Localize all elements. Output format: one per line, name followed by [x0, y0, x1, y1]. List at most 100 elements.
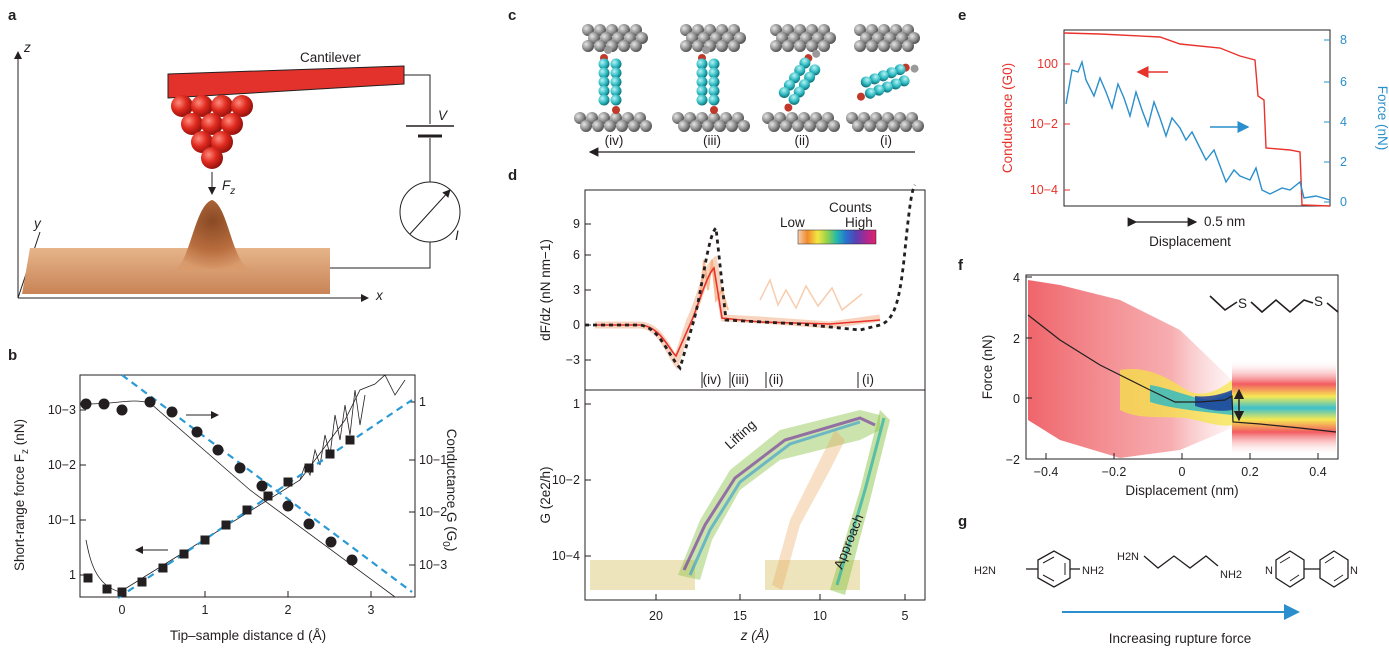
lifting-label: Lifting [722, 417, 759, 452]
panel-d-label: d [508, 167, 517, 184]
e-ytick-right-label: 8 [1340, 33, 1347, 47]
panel-c: c (iv) (iii) (ii) (i) [508, 7, 924, 157]
force-label: Fz [222, 178, 235, 197]
c-state-label: (ii) [795, 133, 810, 148]
junction-snapshot [846, 24, 924, 132]
force-point [234, 462, 246, 474]
c-state-label: (iii) [703, 133, 721, 148]
conductance-point [117, 587, 127, 597]
d-marker-label: (iii) [731, 372, 749, 387]
f-ytick-label: 0 [1013, 392, 1020, 406]
e-ytick-left-label: 100 [1037, 57, 1058, 71]
panel-c-label: c [508, 7, 516, 24]
current-label: I [455, 228, 459, 243]
colorbar-high: High [845, 215, 873, 230]
force-point [212, 444, 224, 456]
d-marker-label: (ii) [769, 372, 784, 387]
svg-text:NH2: NH2 [1220, 569, 1242, 581]
force-point [166, 406, 178, 418]
force-trace [1065, 59, 1331, 201]
g-molecule-3: N N [1265, 550, 1358, 588]
axis-x-label: x [375, 288, 384, 303]
plot-frame-d-bottom [584, 389, 926, 601]
sample-surface [22, 248, 330, 294]
conductance-point [345, 435, 355, 445]
f-xtick-label: −0.4 [1034, 465, 1059, 479]
conductance-point [102, 584, 112, 594]
svg-text:S: S [1314, 294, 1323, 309]
d-top-traces [585, 184, 917, 371]
circuit-wire-bottom [330, 242, 431, 269]
junction-snapshot [762, 24, 840, 132]
panel-f: f S S −0.4 −0.2 0 0.2 0.4 4 2 0 −2 Force (nN) Di… [958, 257, 1339, 498]
conductance-point [221, 520, 231, 530]
d-ytick-bottom-label: 10−2 [552, 473, 580, 487]
panel-e-label: e [958, 7, 966, 24]
f-xtick-label: 0 [1179, 465, 1186, 479]
e-ytick-right-label: 4 [1340, 115, 1347, 129]
d-bottom-cloud [590, 410, 890, 595]
conductance-point [304, 463, 314, 473]
e-ylabel-left: Conductance (G0) [1000, 63, 1015, 173]
e-ytick-right-label: 6 [1340, 75, 1347, 89]
voltage-label: V [438, 108, 449, 123]
c-state-label: (i) [880, 133, 892, 148]
svg-text:S: S [1238, 296, 1247, 311]
scale-label: 0.5 nm [1204, 214, 1245, 229]
f-ytick-label: 4 [1013, 271, 1020, 285]
axis-z-label: z [23, 40, 31, 55]
force-point [303, 518, 315, 530]
d-marker-label: (iv) [703, 372, 722, 387]
conductance-point [263, 491, 273, 501]
ammeter-needle [409, 189, 451, 235]
force-point [325, 536, 337, 548]
tip-atoms [171, 95, 253, 169]
conductance-point [200, 535, 210, 545]
panel-f-label: f [958, 257, 964, 274]
b-ylabel-left: Short-range force Fz (nN) [12, 419, 31, 571]
b-ytick-left-label: 10−3 [48, 403, 76, 417]
fit-force [121, 374, 413, 593]
cantilever-label: Cantilever [300, 50, 361, 65]
svg-text:H2N: H2N [1117, 551, 1139, 563]
force-point [98, 398, 110, 410]
force-point [346, 554, 358, 566]
d-ticks: 20 15 10 5 9 6 3 0 −3 1 10−2 10−4 [552, 217, 909, 623]
d-ylabel-top: dF/dz (nN nm−1) [538, 239, 553, 341]
c-state-labels: (iv) (iii) (ii) (i) [605, 133, 892, 148]
e-ytick-left-label: 10−2 [1030, 117, 1058, 131]
d-marker-label: (i) [862, 372, 874, 387]
colorbar-title: Counts [829, 200, 872, 215]
conductance-point [242, 505, 252, 515]
axis-y-label: y [33, 216, 42, 231]
force-point [256, 480, 268, 492]
b-ytick-left-label: 10−2 [48, 458, 76, 472]
molecular-snapshots [574, 24, 924, 132]
f-xtick-label: 0.2 [1241, 465, 1258, 479]
d-ytick-bottom-label: 1 [573, 397, 580, 411]
b-points [80, 396, 358, 597]
panel-a: a z y x Cantilever Fz [8, 7, 461, 303]
panel-b: b 0 1 2 3 10−3 10−2 10−1 1 1 10−1 10−2 10−3 Short-r… [8, 347, 459, 643]
b-ytick-right-label: 10−3 [419, 558, 447, 572]
e-ylabel-right: Force (nN) [1375, 86, 1389, 151]
junction-snapshot [672, 24, 750, 132]
force-point [144, 396, 156, 408]
f-ylabel: Force (nN) [980, 335, 995, 400]
conductance-point [179, 549, 189, 559]
f-molecule: S S [1209, 294, 1339, 314]
d-ytick-top-label: 3 [573, 283, 580, 297]
force-point [80, 398, 92, 410]
conductance-point [325, 449, 335, 459]
d-markers: (iv) (iii) (ii) (i) [701, 372, 874, 388]
svg-text:H2N: H2N [974, 565, 996, 577]
d-ytick-top-label: 0 [573, 318, 580, 332]
d-xtick-label: 5 [902, 609, 909, 623]
b-xlabel: Tip–sample distance d (Å) [170, 628, 326, 643]
b-ytick-left-label: 1 [69, 568, 76, 582]
plot-frame-d-top [584, 189, 926, 391]
svg-text:N: N [1350, 565, 1358, 577]
f-ticks: −0.4 −0.2 0 0.2 0.4 4 2 0 −2 [1006, 271, 1327, 479]
svg-text:NH2: NH2 [1082, 565, 1104, 577]
